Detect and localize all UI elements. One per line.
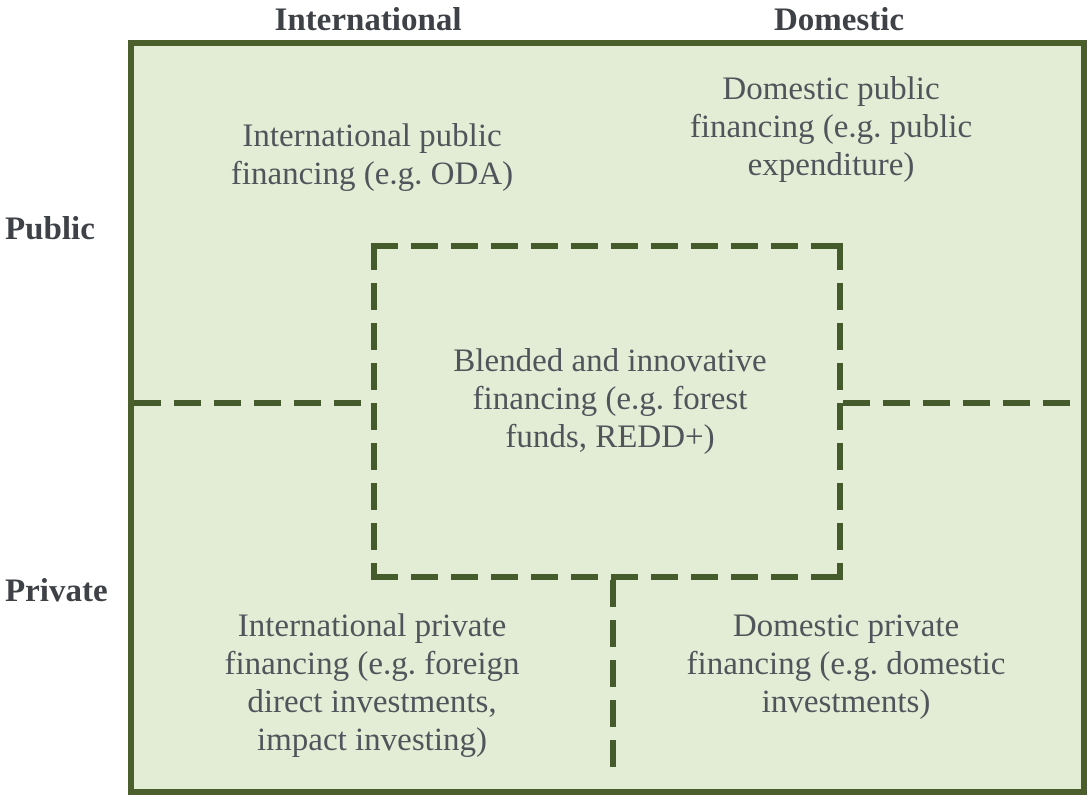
row-label-public: Public [5,211,95,247]
row-label-private: Private [5,573,108,609]
dashed-box-left-edge [371,243,377,580]
connector-right-dashed-line [843,400,1083,406]
connector-bottom-dashed-line [610,580,616,773]
blended-financing-text: Blended and innovative financing (e.g. f… [453,343,767,455]
blended-financing-dashed-box [371,243,843,580]
quadrant-international-public-text: International public financing (e.g. ODA… [230,118,514,192]
dashed-box-bottom-edge [371,574,843,580]
quadrant-international-private-text: International private financing (e.g. fo… [224,608,520,758]
quadrant-domestic-public-text: Domestic public financing (e.g. public e… [689,71,973,183]
matrix-outer-box [128,40,1087,795]
column-header-international: International [274,2,462,38]
dashed-box-top-edge [371,243,843,249]
dashed-box-right-edge [837,243,843,580]
column-header-domestic: Domestic [773,2,905,38]
quadrant-domestic-private-text: Domestic private financing (e.g. domesti… [686,608,1006,720]
connector-left-dashed-line [134,400,371,406]
